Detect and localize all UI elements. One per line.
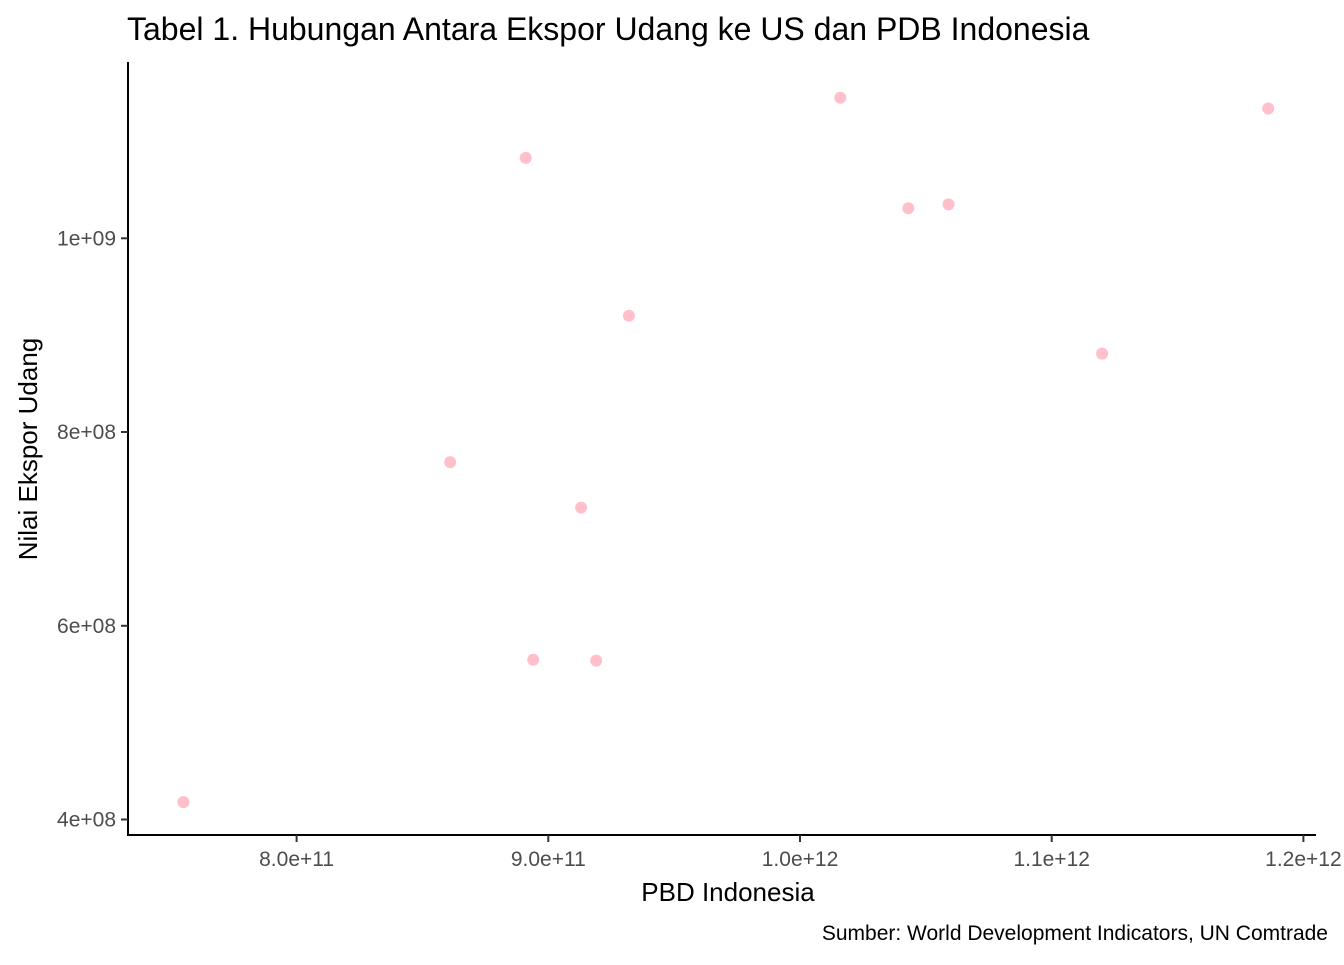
data-point-5 <box>575 501 588 514</box>
data-point-9 <box>902 202 915 215</box>
x-axis-label: PBD Indonesia <box>641 877 815 907</box>
y-axis-label: Nilai Ekspor Udang <box>13 338 43 561</box>
data-point-10 <box>942 198 955 211</box>
data-point-3 <box>519 151 532 164</box>
x-tick-label-1: 8.0e+11 <box>259 848 334 871</box>
y-tick-label-4: 1e+09 <box>57 227 116 250</box>
data-point-12 <box>1262 102 1275 115</box>
x-axis-ticks: 8.0e+11 9.0e+11 1.0e+12 1.1e+12 1.2e+12 <box>259 835 1342 871</box>
data-point-4 <box>527 653 540 666</box>
chart-caption: Sumber: World Development Indicators, UN… <box>822 922 1328 945</box>
y-tick-label-2: 6e+08 <box>57 615 116 638</box>
chart-title: Tabel 1. Hubungan Antara Ekspor Udang ke… <box>127 11 1090 47</box>
data-point-7 <box>622 309 635 322</box>
points-layer <box>177 91 1275 809</box>
x-tick-label-4: 1.1e+12 <box>1013 848 1090 871</box>
data-point-2 <box>444 456 457 469</box>
x-tick-label-5: 1.2e+12 <box>1265 848 1342 871</box>
data-point-8 <box>834 91 847 104</box>
data-point-11 <box>1096 347 1109 360</box>
x-tick-label-3: 1.0e+12 <box>762 848 839 871</box>
y-tick-label-1: 4e+08 <box>57 809 116 832</box>
data-point-6 <box>590 654 603 667</box>
y-tick-label-3: 8e+08 <box>57 421 116 444</box>
y-axis-ticks: 4e+08 6e+08 8e+08 1e+09 <box>57 227 128 832</box>
data-point-1 <box>177 796 190 809</box>
x-tick-label-2: 9.0e+11 <box>511 848 586 871</box>
